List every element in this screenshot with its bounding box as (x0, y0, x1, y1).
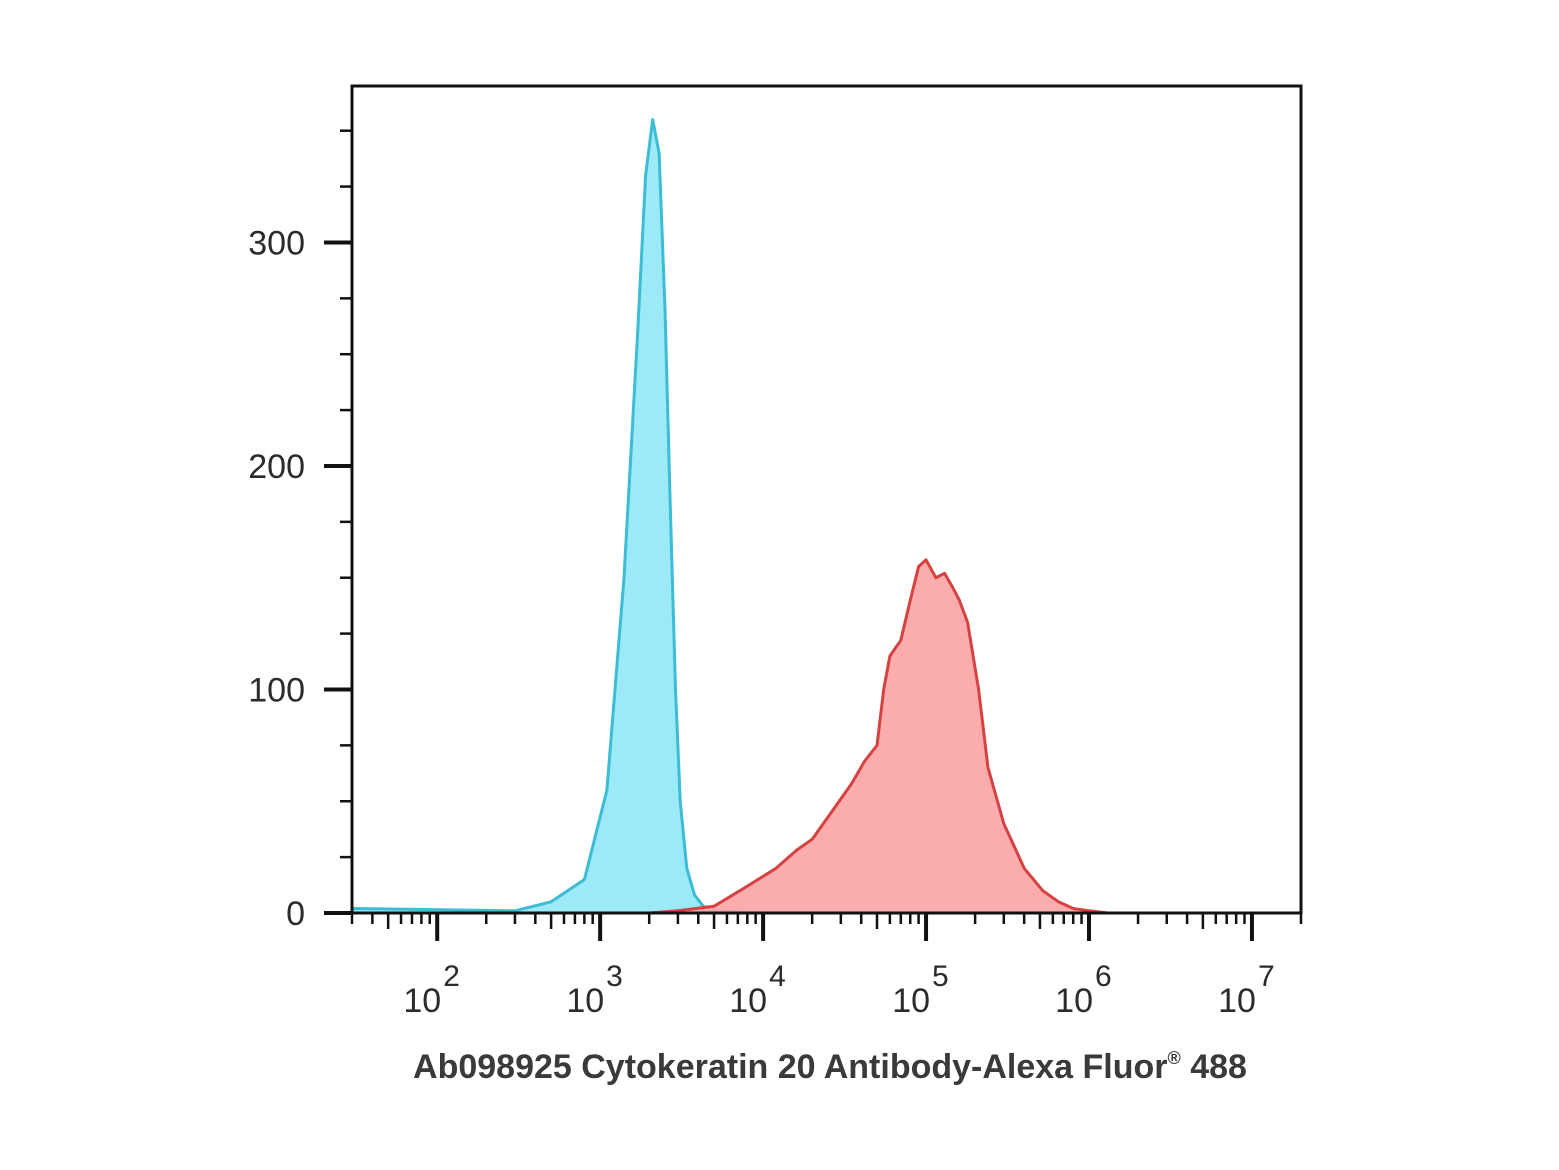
x-tick-label-exponent: 7 (1258, 960, 1275, 993)
x-tick-label-exponent: 3 (606, 960, 623, 993)
x-tick-label-base: 10 (1218, 982, 1256, 1020)
x-tick-label-base: 10 (892, 982, 930, 1020)
series-0-area (352, 119, 1301, 913)
y-tick-label-0: 0 (286, 895, 305, 933)
x-tick-label-base: 10 (1055, 982, 1093, 1020)
y-tick-label-200: 200 (248, 448, 305, 486)
x-tick-label-base: 10 (729, 982, 767, 1020)
plot-frame (350, 84, 1303, 915)
series-1-line (600, 558, 1139, 915)
x-tick-label-exponent: 2 (443, 960, 460, 993)
y-tick-label-300: 300 (248, 224, 305, 262)
x-tick-label-exponent: 6 (1095, 960, 1112, 993)
series-layer (351, 118, 1301, 915)
y-tick-label-100: 100 (248, 671, 305, 709)
x-tick-label-base: 10 (566, 982, 604, 1020)
x-tick-label-exponent: 5 (932, 960, 949, 993)
x-tick-label-base: 10 (403, 982, 441, 1020)
caption-suffix: 488 (1180, 1048, 1247, 1086)
x-tick-label-exponent: 4 (769, 960, 786, 993)
x-axis-caption: Ab098925 Cytokeratin 20 Antibody-Alexa F… (0, 1048, 1559, 1087)
caption-main: Ab098925 Cytokeratin 20 Antibody-Alexa F… (413, 1048, 1168, 1086)
series-0-line (351, 118, 1301, 915)
registered-mark: ® (1167, 1048, 1181, 1068)
